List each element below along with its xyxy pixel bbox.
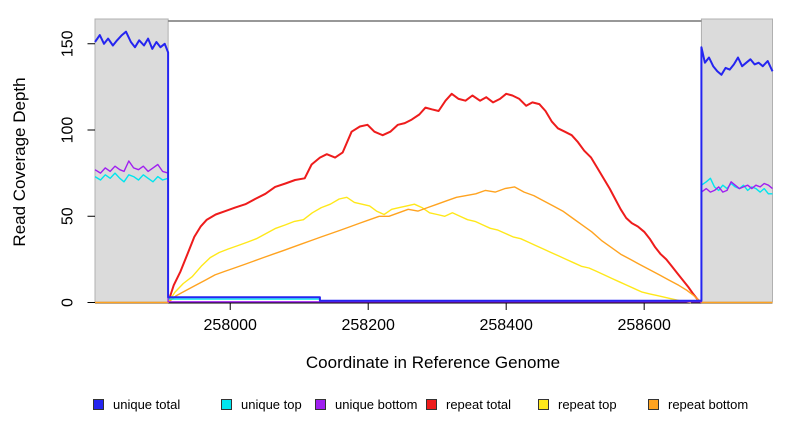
- y-tick-label: 50: [60, 207, 77, 225]
- series-line-repeat-bottom: [95, 186, 773, 304]
- legend-label: repeat top: [558, 397, 617, 412]
- legend-label: unique bottom: [335, 397, 418, 412]
- y-tick-label: 150: [60, 30, 77, 57]
- x-tick-label: 258400: [479, 317, 532, 334]
- legend-swatch-unique-bottom: [315, 399, 326, 410]
- x-tick-label: 258600: [617, 317, 670, 334]
- legend-item-repeat-top: repeat top: [538, 397, 617, 412]
- chart-legend: unique total unique top unique bottom repea…: [0, 397, 792, 417]
- legend-label: repeat total: [446, 397, 512, 412]
- y-tick-label: 0: [60, 298, 77, 307]
- legend-swatch-repeat-total: [426, 399, 437, 410]
- y-axis-title: Read Coverage Depth: [10, 77, 29, 246]
- legend-item-unique-total: unique total: [93, 397, 180, 412]
- y-tick-label: 100: [60, 117, 77, 144]
- legend-swatch-unique-top: [221, 399, 232, 410]
- legend-item-unique-bottom: unique bottom: [315, 397, 417, 412]
- legend-label: repeat bottom: [668, 397, 749, 412]
- series-line-repeat-total: [167, 92, 703, 304]
- x-tick-label: 258200: [342, 317, 395, 334]
- plot-area: 258000 258200 258400 258600 0 50 100 150 Coordi…: [10, 18, 774, 372]
- legend-item-unique-top: unique top: [221, 397, 302, 412]
- x-axis-title: Coordinate in Reference Genome: [306, 353, 560, 372]
- legend-swatch-unique-total: [93, 399, 104, 410]
- series-line-unique-top: [94, 172, 773, 303]
- left-flank-region: [94, 18, 169, 303]
- series-line-unique-total: [94, 30, 774, 302]
- legend-label: unique top: [241, 397, 302, 412]
- series-line-repeat-top: [167, 196, 692, 304]
- right-flank-region: [700, 18, 774, 303]
- legend-item-repeat-bottom: repeat bottom: [648, 397, 748, 412]
- legend-item-repeat-total: repeat total: [426, 397, 511, 412]
- legend-swatch-repeat-top: [538, 399, 549, 410]
- legend-swatch-repeat-bottom: [648, 399, 659, 410]
- legend-label: unique total: [113, 397, 181, 412]
- x-tick-label: 258000: [204, 317, 257, 334]
